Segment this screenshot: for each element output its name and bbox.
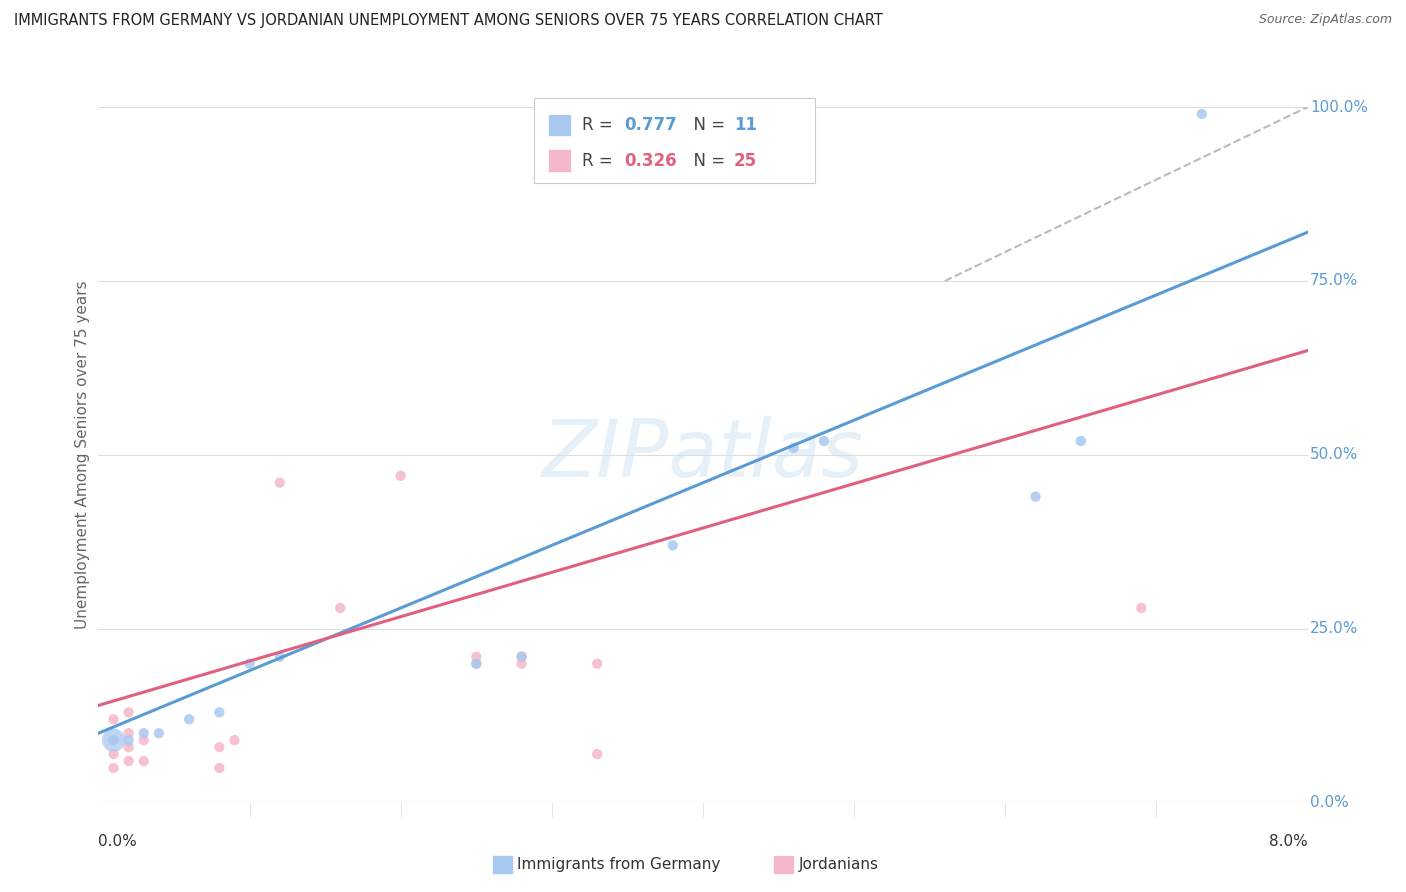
Point bbox=[118, 706, 141, 720]
Point bbox=[813, 434, 835, 448]
Point bbox=[1191, 107, 1213, 121]
Text: 75.0%: 75.0% bbox=[1310, 274, 1358, 288]
Point bbox=[103, 747, 125, 761]
Text: 100.0%: 100.0% bbox=[1310, 100, 1368, 114]
Text: 0.0%: 0.0% bbox=[98, 834, 138, 849]
Text: 0.777: 0.777 bbox=[624, 116, 678, 134]
Text: Jordanians: Jordanians bbox=[799, 857, 879, 871]
Point bbox=[465, 657, 488, 671]
Point bbox=[329, 601, 352, 615]
Text: N =: N = bbox=[683, 116, 731, 134]
Point bbox=[179, 712, 201, 726]
Text: 0.326: 0.326 bbox=[624, 152, 676, 169]
Point bbox=[269, 475, 291, 490]
Point bbox=[465, 657, 488, 671]
Point bbox=[465, 649, 488, 664]
Point bbox=[118, 733, 141, 747]
Point bbox=[269, 649, 291, 664]
Text: R =: R = bbox=[582, 152, 619, 169]
Point bbox=[118, 740, 141, 755]
Text: R =: R = bbox=[582, 116, 619, 134]
Point bbox=[132, 733, 155, 747]
Point bbox=[1070, 434, 1092, 448]
Point bbox=[132, 754, 155, 768]
Text: IMMIGRANTS FROM GERMANY VS JORDANIAN UNEMPLOYMENT AMONG SENIORS OVER 75 YEARS CO: IMMIGRANTS FROM GERMANY VS JORDANIAN UNE… bbox=[14, 13, 883, 29]
Text: 25.0%: 25.0% bbox=[1310, 622, 1358, 636]
Text: 11: 11 bbox=[734, 116, 756, 134]
Point bbox=[118, 754, 141, 768]
Text: 0.0%: 0.0% bbox=[1310, 796, 1348, 810]
Text: ZIPatlas: ZIPatlas bbox=[541, 416, 865, 494]
Point bbox=[631, 107, 654, 121]
Point bbox=[103, 761, 125, 775]
Point bbox=[661, 538, 683, 552]
Point bbox=[510, 657, 533, 671]
Text: N =: N = bbox=[683, 152, 731, 169]
Point bbox=[103, 733, 125, 747]
Point bbox=[148, 726, 170, 740]
Point bbox=[208, 761, 231, 775]
Point bbox=[661, 107, 683, 121]
Point bbox=[132, 726, 155, 740]
Point bbox=[782, 441, 804, 455]
Text: 50.0%: 50.0% bbox=[1310, 448, 1358, 462]
Point bbox=[1130, 601, 1153, 615]
Point bbox=[1024, 490, 1046, 504]
Point bbox=[103, 733, 125, 747]
Point bbox=[510, 649, 533, 664]
Point bbox=[118, 726, 141, 740]
Point bbox=[208, 706, 231, 720]
Point bbox=[586, 747, 609, 761]
Point bbox=[224, 733, 246, 747]
Text: Source: ZipAtlas.com: Source: ZipAtlas.com bbox=[1258, 13, 1392, 27]
Point bbox=[208, 740, 231, 755]
Text: 25: 25 bbox=[734, 152, 756, 169]
Text: Immigrants from Germany: Immigrants from Germany bbox=[517, 857, 721, 871]
Point bbox=[389, 468, 412, 483]
Point bbox=[103, 733, 125, 747]
Y-axis label: Unemployment Among Seniors over 75 years: Unemployment Among Seniors over 75 years bbox=[75, 281, 90, 629]
Point bbox=[586, 657, 609, 671]
Point bbox=[239, 657, 262, 671]
Point bbox=[103, 712, 125, 726]
Point bbox=[510, 649, 533, 664]
Text: 8.0%: 8.0% bbox=[1268, 834, 1308, 849]
